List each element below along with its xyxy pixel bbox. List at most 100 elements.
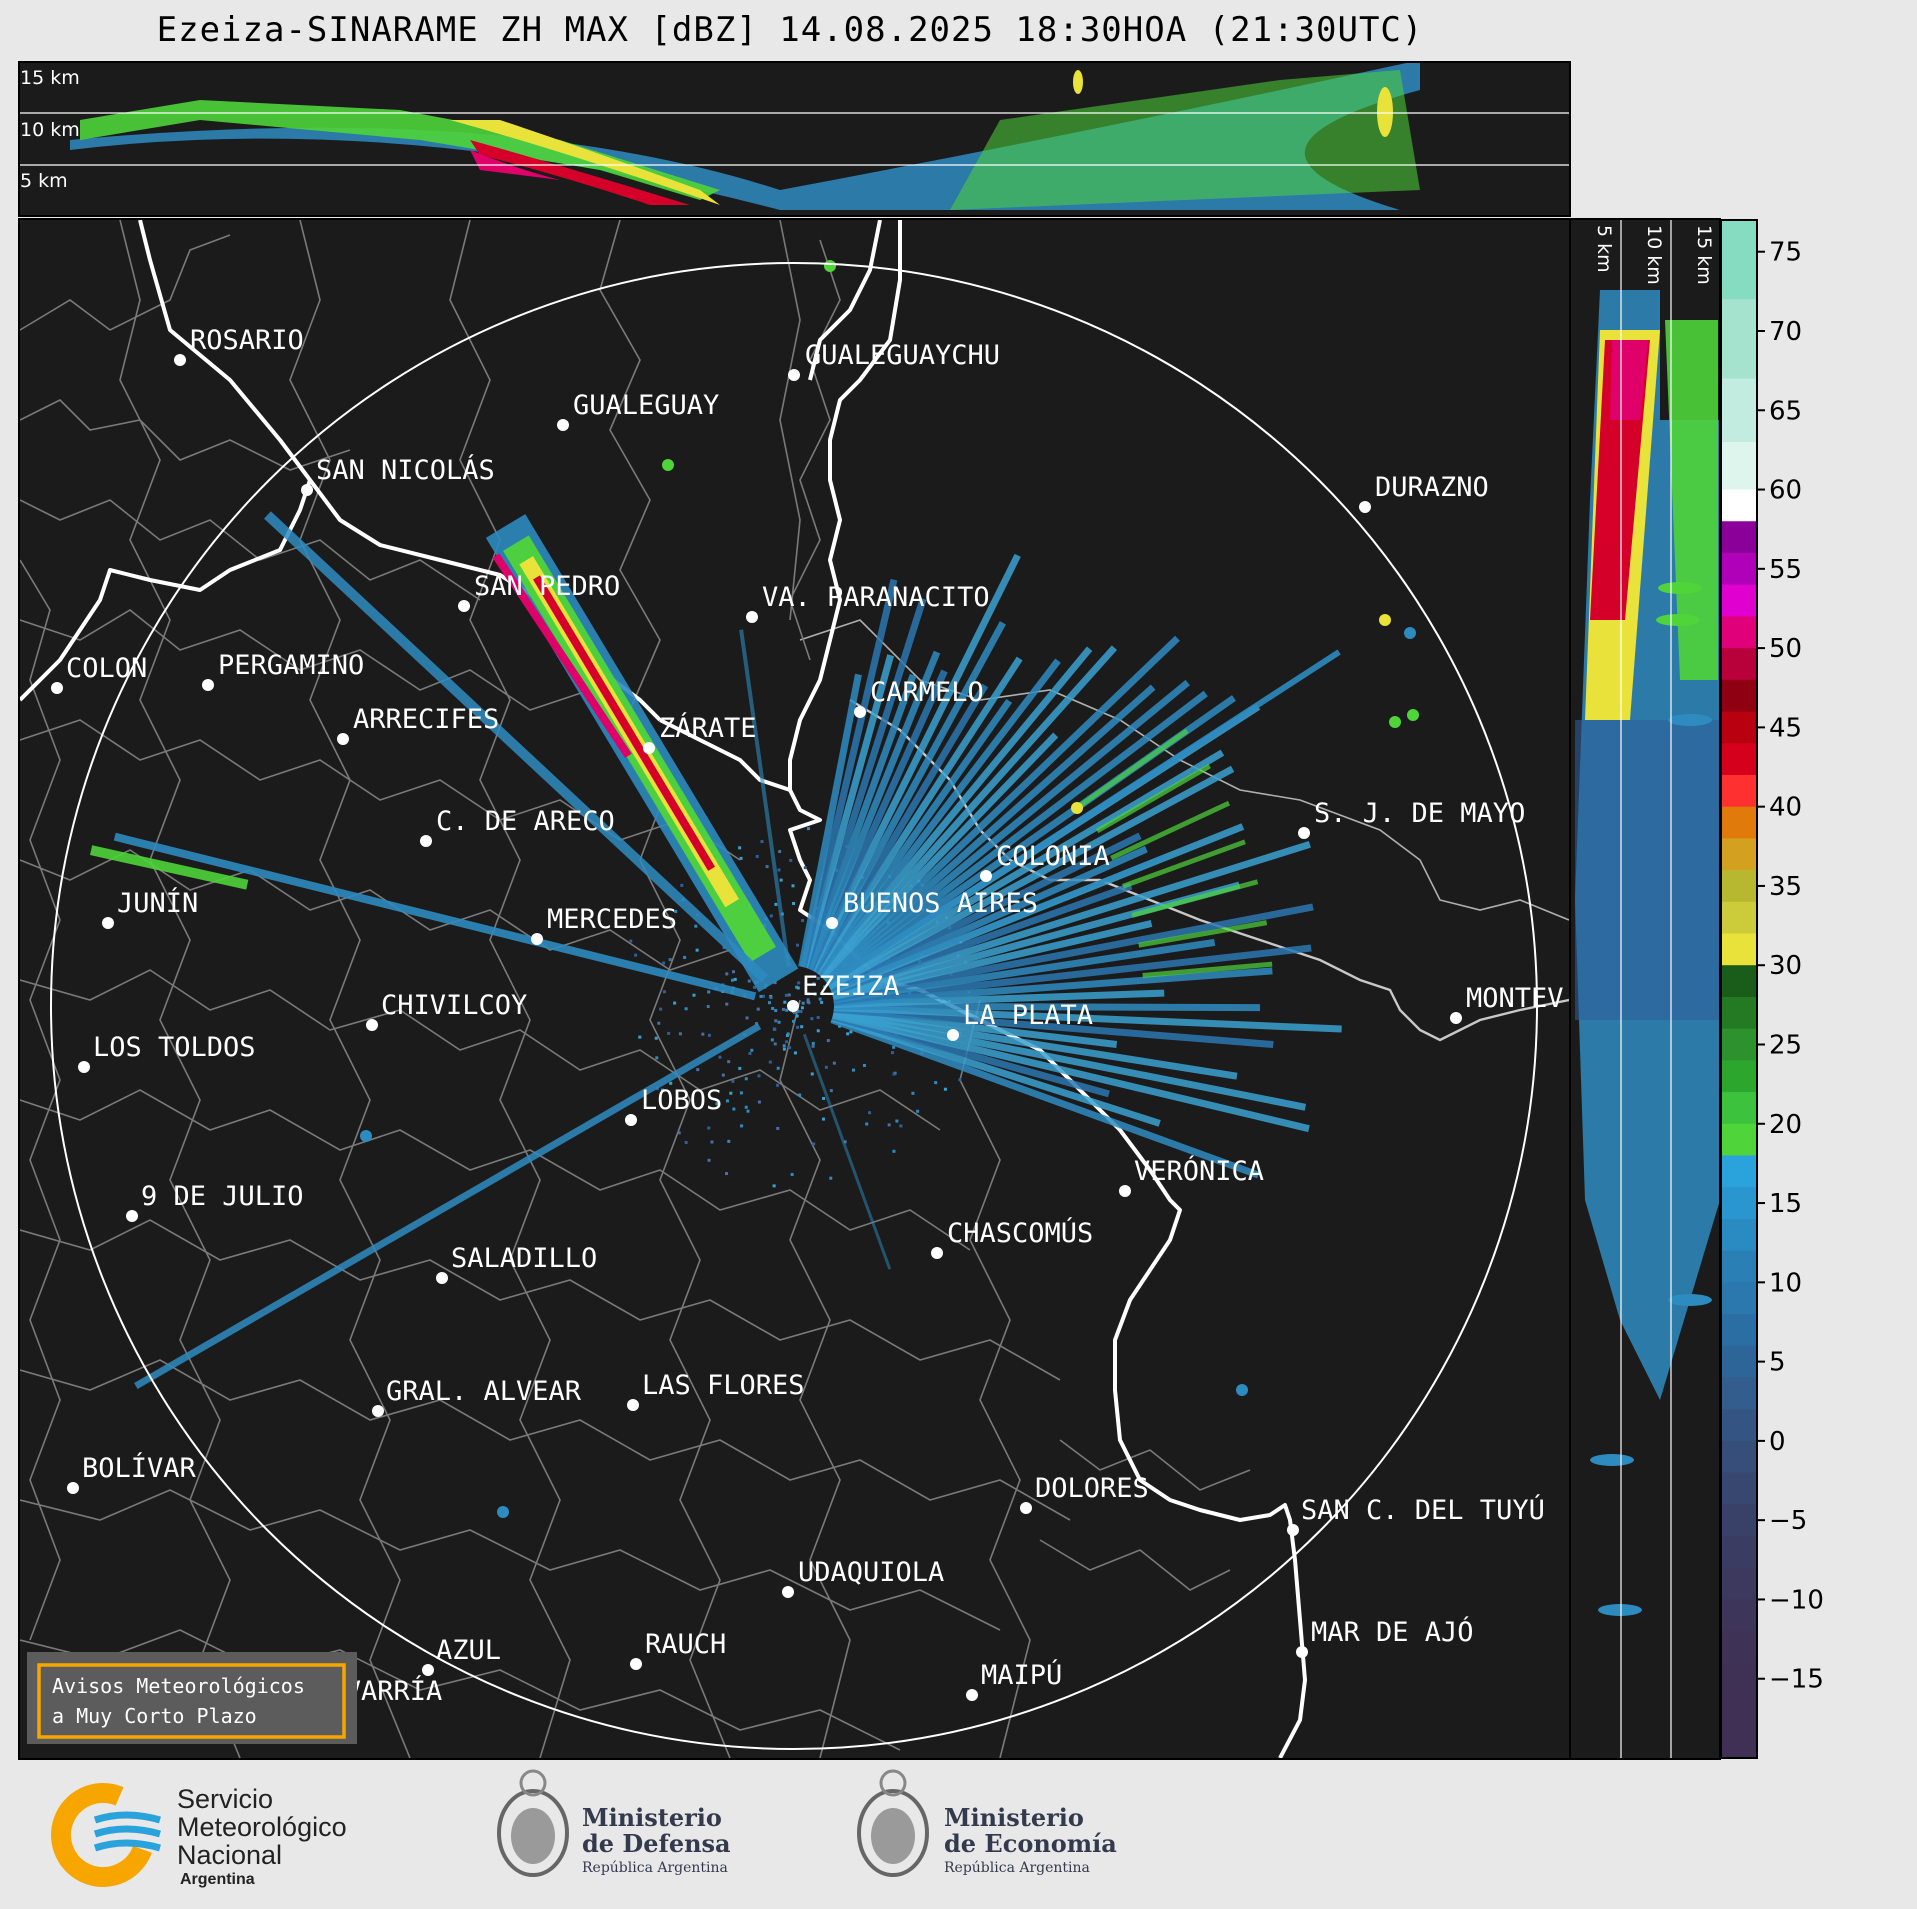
clutter-pixel xyxy=(934,1081,937,1084)
colorbar-tick-label: 65 xyxy=(1769,396,1802,426)
clutter-pixel xyxy=(673,1002,676,1005)
city-label: ARRECIFES xyxy=(353,704,499,735)
clutter-pixel xyxy=(777,869,780,872)
city-label: MAR DE AJÓ xyxy=(1311,1616,1474,1648)
clutter-pixel xyxy=(708,1159,711,1162)
city-dot xyxy=(746,611,758,623)
warning-line-1: Avisos Meteorológicos xyxy=(52,1674,305,1698)
clutter-pixel xyxy=(731,1080,734,1083)
colorbar-segment xyxy=(1721,1536,1757,1568)
city-label: MERCEDES xyxy=(547,904,677,935)
colorbar-segment xyxy=(1721,934,1757,966)
defensa-line2: de Defensa xyxy=(582,1829,731,1858)
clutter-pixel xyxy=(740,857,743,860)
colorbar-tick-label: 40 xyxy=(1769,793,1802,823)
clutter-pixel xyxy=(846,1032,849,1035)
city-dot xyxy=(1298,827,1310,839)
colorbar-ticks: 757065605550454035302520151050−5−10−15 xyxy=(1757,238,1824,1695)
colorbar-segment xyxy=(1721,1377,1757,1409)
warning-box[interactable]: Avisos Meteorológicos a Muy Corto Plazo xyxy=(27,1652,357,1744)
radar-map[interactable]: ROSARIO GUALEGUAYCHU GUALEGUAY SAN NICOLÁS D… xyxy=(19,219,1570,1759)
dbz-colorbar xyxy=(1721,220,1757,1759)
city-label: SALADILLO xyxy=(451,1243,597,1274)
city-label: C. DE ARECO xyxy=(436,806,615,837)
clutter-pixel xyxy=(760,840,763,843)
colorbar-segment xyxy=(1721,379,1757,443)
colorbar-segment xyxy=(1721,712,1757,744)
echo-speck xyxy=(360,1130,372,1142)
city-label: GUALEGUAYCHU xyxy=(805,340,1000,371)
colorbar-segment xyxy=(1721,1346,1757,1378)
city-dot xyxy=(78,1061,90,1073)
clutter-pixel xyxy=(726,1099,729,1102)
city-label: COLON xyxy=(66,653,147,684)
clutter-pixel xyxy=(796,1015,799,1018)
clutter-pixel xyxy=(777,1067,780,1070)
city-dot xyxy=(1119,1185,1131,1197)
clutter-pixel xyxy=(825,1066,828,1069)
city-dot xyxy=(51,682,63,694)
clutter-pixel xyxy=(756,855,759,858)
colorbar-segment xyxy=(1721,743,1757,775)
clutter-pixel xyxy=(916,1110,919,1113)
city-dot xyxy=(826,917,838,929)
city-dot xyxy=(1020,1502,1032,1514)
clutter-pixel xyxy=(655,1056,658,1059)
clutter-pixel xyxy=(638,1036,641,1039)
clutter-pixel xyxy=(740,1091,743,1094)
clutter-pixel xyxy=(727,1140,730,1143)
clutter-pixel xyxy=(732,970,735,973)
clutter-pixel xyxy=(807,827,810,830)
colorbar-segment xyxy=(1721,585,1757,617)
colorbar-segment xyxy=(1721,870,1757,902)
colorbar-segment xyxy=(1721,1029,1757,1061)
clutter-pixel xyxy=(629,940,632,943)
city-label: CHIVILCOY xyxy=(381,990,527,1021)
colorbar-segment xyxy=(1721,1282,1757,1314)
city-label: CHASCOMÚS xyxy=(947,1217,1093,1249)
clutter-pixel xyxy=(771,1007,774,1010)
city-label: SAN NICOLÁS xyxy=(316,454,495,486)
clutter-pixel xyxy=(783,1044,786,1047)
clutter-pixel xyxy=(830,1089,833,1092)
clutter-pixel xyxy=(800,1025,803,1028)
side-echo-cell xyxy=(1598,1604,1642,1616)
colorbar-segment xyxy=(1721,1314,1757,1346)
clutter-pixel xyxy=(782,1008,785,1011)
city-label: VA. PARANACITO xyxy=(762,582,990,613)
clutter-pixel xyxy=(729,1092,732,1095)
city-dot xyxy=(458,600,470,612)
clutter-pixel xyxy=(771,1038,774,1041)
clutter-pixel xyxy=(774,903,777,906)
colorbar-segment xyxy=(1721,1155,1757,1187)
smn-text-line4: Argentina xyxy=(180,1871,255,1888)
economia-line3: República Argentina xyxy=(944,1860,1090,1876)
city-dot xyxy=(1450,1012,1462,1024)
city-label: CARMELO xyxy=(870,677,984,708)
city-dot xyxy=(436,1272,448,1284)
clutter-pixel xyxy=(776,1084,779,1087)
clutter-pixel xyxy=(801,919,804,922)
clutter-pixel xyxy=(722,1074,725,1077)
defensa-line1: Ministerio xyxy=(582,1803,722,1832)
clutter-pixel xyxy=(891,1051,894,1054)
city-dot xyxy=(643,742,655,754)
city-dot xyxy=(337,733,349,745)
smn-text-line3: Nacional xyxy=(177,1840,282,1870)
city-label: JUNÍN xyxy=(117,887,198,919)
top-height-panel: 15 km 10 km 5 km xyxy=(19,60,1570,216)
clutter-pixel xyxy=(759,995,762,998)
clutter-pixel xyxy=(634,954,637,957)
echo-speck xyxy=(1407,709,1419,721)
clutter-pixel xyxy=(685,1141,688,1144)
city-dot xyxy=(1359,501,1371,513)
clutter-pixel xyxy=(745,1106,748,1109)
city-label: BUENOS AIRES xyxy=(843,888,1038,919)
clutter-pixel xyxy=(796,944,799,947)
clutter-pixel xyxy=(731,979,734,982)
clutter-pixel xyxy=(817,1029,820,1032)
clutter-pixel xyxy=(794,1051,797,1054)
clutter-pixel xyxy=(732,1108,735,1111)
city-dot xyxy=(102,917,114,929)
city-label: EZEIZA xyxy=(802,971,900,1002)
